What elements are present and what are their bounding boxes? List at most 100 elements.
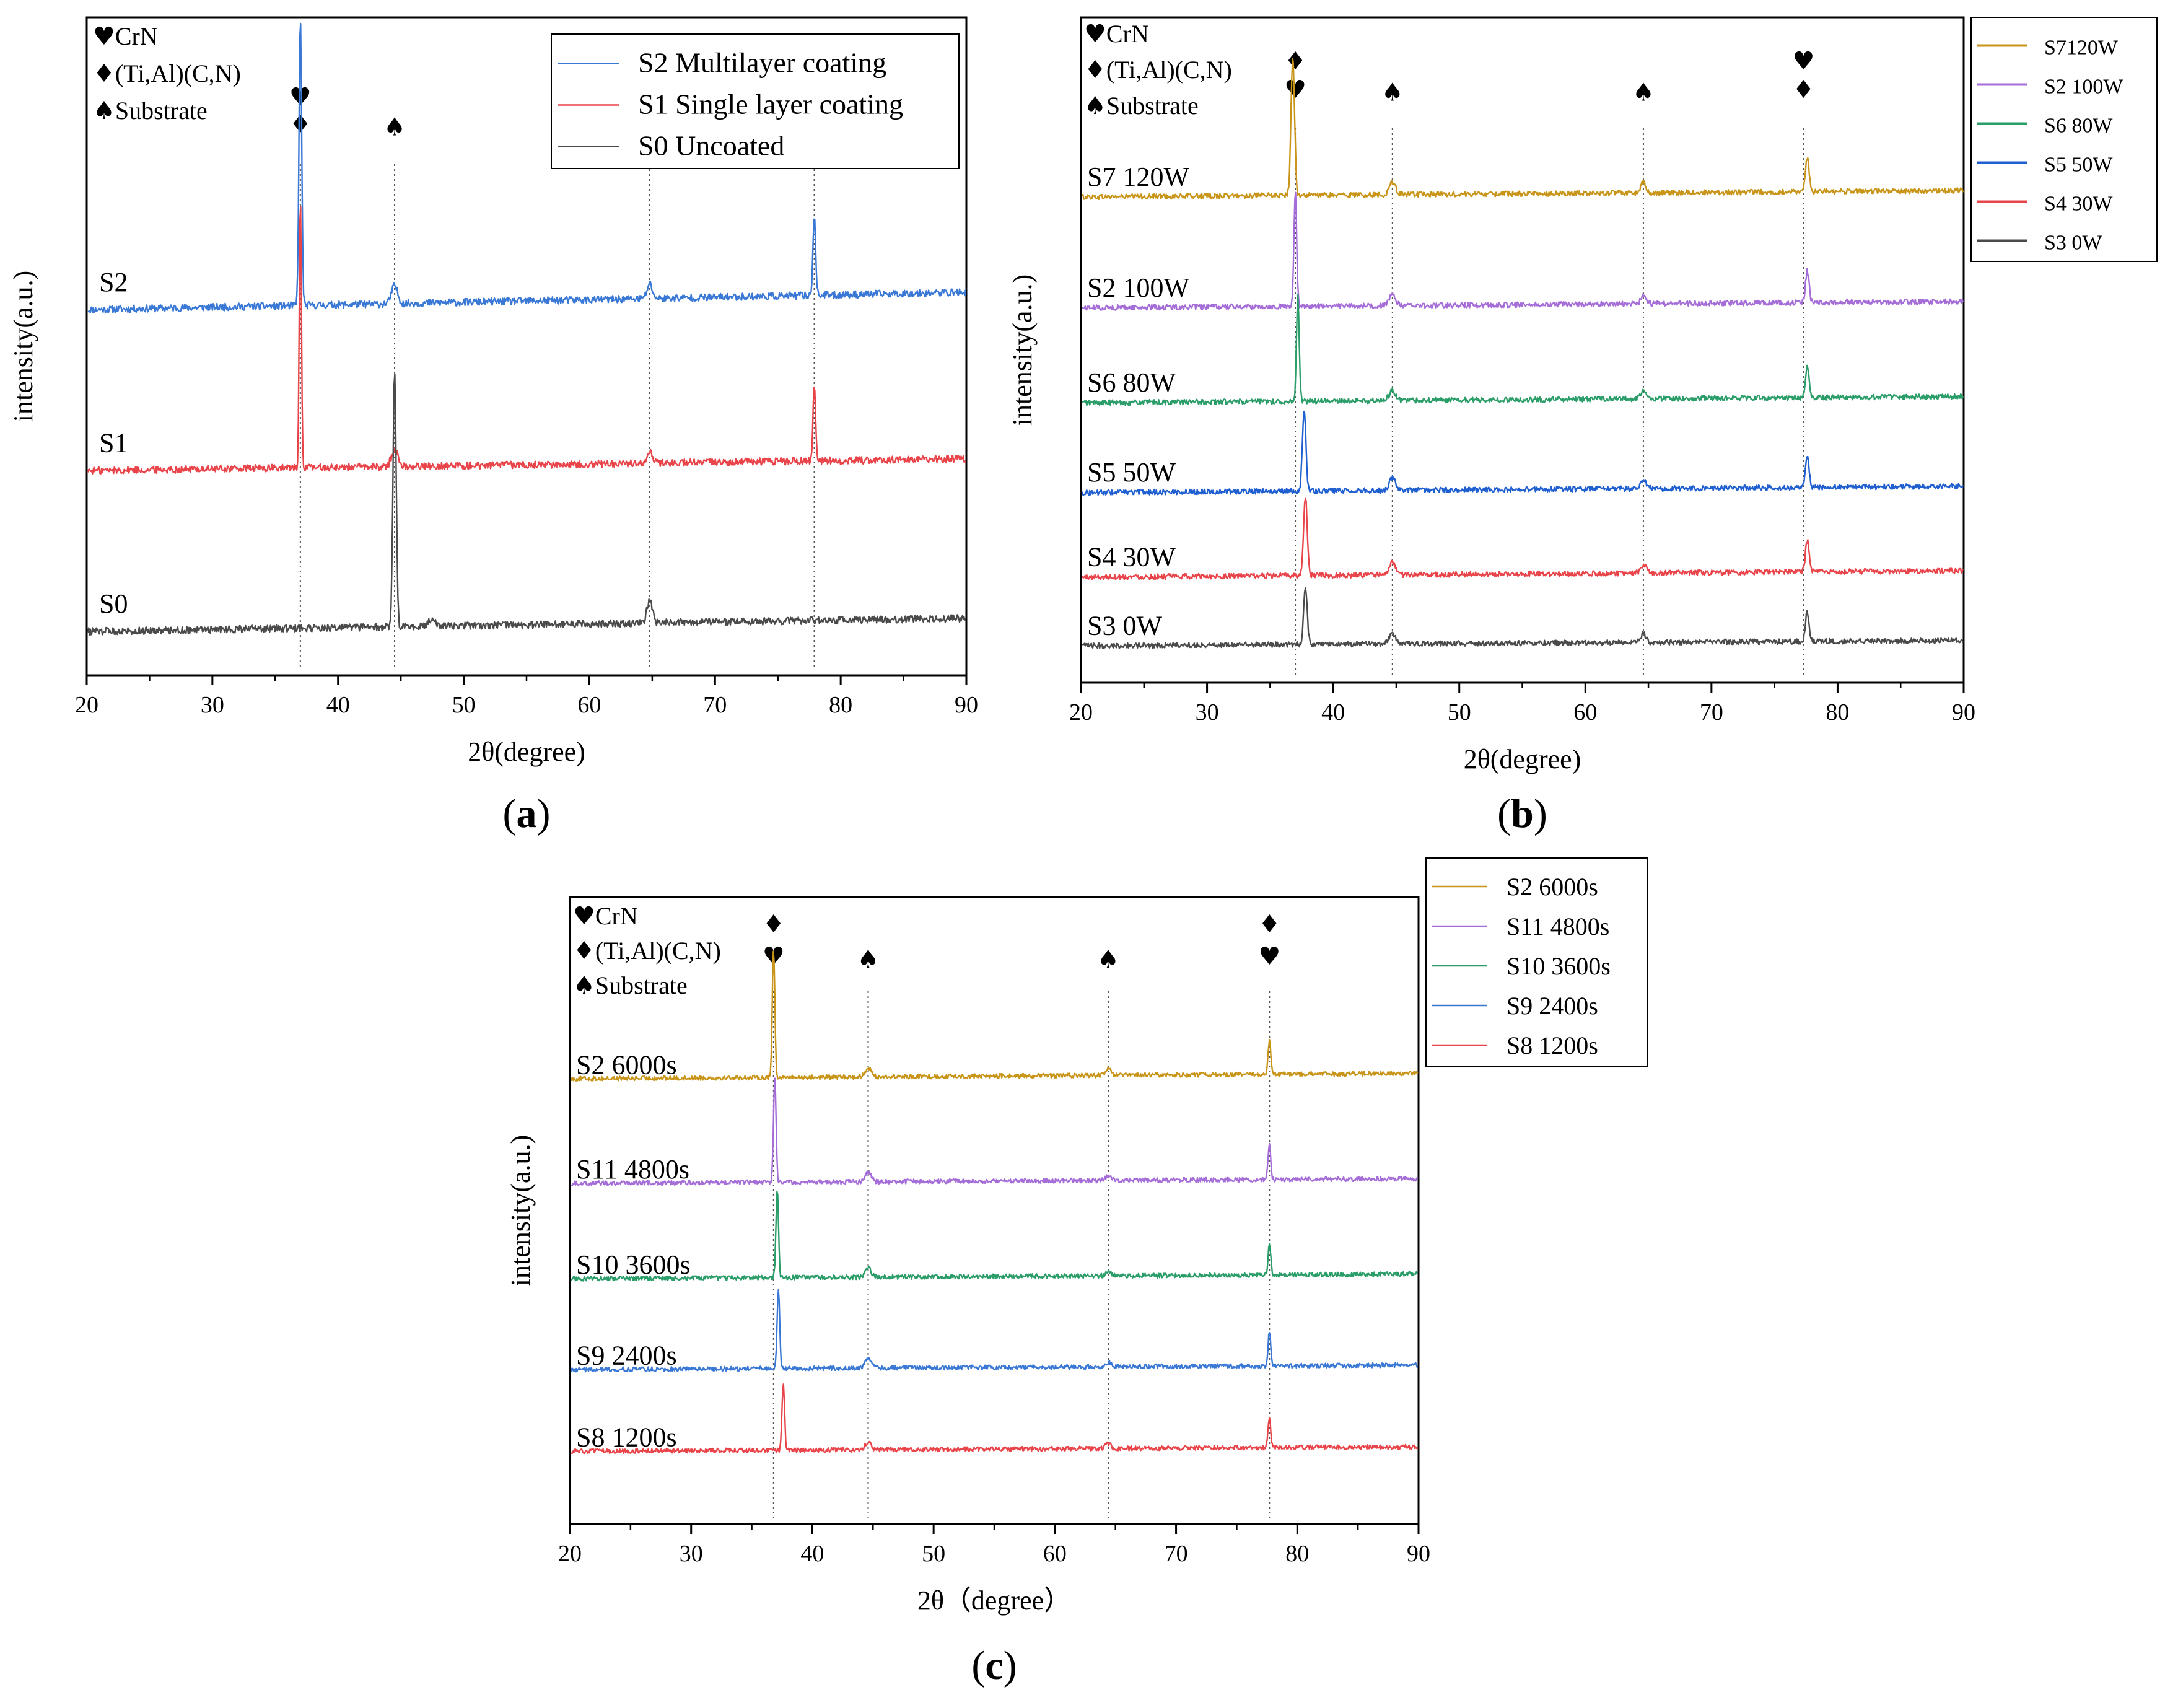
series-line-s1 (87, 206, 966, 475)
key-text: (Ti,Al)(C,N) (115, 59, 241, 87)
x-tick-label: 30 (201, 692, 224, 718)
series-line-s2 (87, 22, 966, 314)
x-tick-label: 50 (1448, 699, 1471, 725)
x-tick-label: 80 (829, 692, 852, 718)
x-axis-title: 2θ（degree） (917, 1585, 1071, 1616)
key-text: CrN (115, 22, 158, 50)
key-text: Substrate (1106, 92, 1199, 120)
x-tick-label: 90 (955, 692, 978, 718)
panel-letter: b (1511, 791, 1534, 836)
series-label: S7 120W (1087, 162, 1189, 192)
series-label: S2 100W (1087, 273, 1189, 303)
series-line-s10 (570, 1191, 1419, 1282)
plot-frame (569, 896, 1420, 1525)
x-tick-label: 80 (1285, 1541, 1309, 1567)
key-symbol: ♥ (573, 902, 595, 931)
peak-marker-symbol: ♦ (763, 910, 785, 939)
x-tick-label: 90 (1952, 699, 1975, 725)
series-line-s4 (1081, 497, 1964, 580)
legend-label: S0 Uncoated (638, 130, 784, 162)
panel-letter: c (985, 1643, 1003, 1688)
legend-label: S5 50W (2044, 154, 2113, 177)
x-tick-label: 60 (577, 692, 601, 718)
peak-marker-symbol: ♥ (1284, 76, 1306, 104)
peak-marker-symbol: ♠ (1632, 79, 1655, 107)
x-tick-label: 40 (1321, 699, 1345, 725)
key-symbol: ♥ (93, 22, 115, 51)
x-axis-title: 2θ(degree) (468, 737, 585, 767)
x-tick-label: 20 (1069, 699, 1093, 725)
key-item: ♦(Ti,Al)(C,N) (1084, 56, 1232, 84)
x-tick-label: 60 (1043, 1541, 1067, 1567)
panel-label: (a) (503, 791, 551, 836)
legend-box (1425, 857, 1648, 1067)
legend-label: S11 4800s (1507, 913, 1609, 940)
series-line-s3 (1082, 587, 1964, 649)
legend-label: S9 2400s (1507, 992, 1598, 1020)
plot-frame (1080, 16, 1965, 684)
panel-c: 20 30 40 50 60 70 80 90 2θ（degree） intensity(a.u.… (505, 857, 1648, 1688)
series-label: S10 3600s (576, 1250, 691, 1280)
peak-marker-symbol: ♠ (383, 113, 406, 141)
peak-marker-symbol: ♠ (857, 945, 880, 974)
peak-marker-symbol: ♥ (1793, 47, 1815, 76)
panel-label: (c) (971, 1643, 1017, 1688)
key-symbol: ♦ (1084, 56, 1106, 84)
peak-marker-symbol: ♠ (1097, 945, 1119, 974)
x-tick-label: 30 (1196, 699, 1219, 725)
key-symbol: ♠ (93, 97, 115, 125)
key-item: ♥CrN (93, 22, 158, 51)
legend: S2 6000s S11 4800s S10 3600s S9 2400s S8 120… (1425, 857, 1648, 1067)
series-label: S8 1200s (576, 1422, 677, 1453)
x-tick-label: 70 (1165, 1541, 1188, 1567)
x-tick-label: 50 (452, 692, 476, 718)
peak-marker-symbol: ♦ (289, 110, 312, 139)
key-text: (Ti,Al)(C,N) (1106, 56, 1232, 84)
y-axis-title: intensity(a.u.) (1007, 274, 1038, 426)
series-label: S0 (99, 589, 128, 619)
legend: S7120W S2 100W S6 80W S5 50W S4 30W S3 0W (1970, 17, 2158, 262)
key-item: ♥CrN (573, 902, 638, 931)
peak-marker-symbol: ♦ (1258, 910, 1280, 939)
panel-a: 20 30 40 50 60 70 80 90 2θ(degree) intensity(a.u.… (8, 16, 978, 836)
legend-label: S3 0W (2044, 232, 2102, 255)
x-tick-label: 40 (800, 1541, 824, 1567)
series-label: S2 (99, 267, 128, 297)
legend-label: S10 3600s (1507, 952, 1611, 980)
y-axis-title: intensity(a.u.) (8, 271, 38, 422)
x-axis-title: 2θ(degree) (1464, 744, 1581, 774)
series-label: S4 30W (1087, 542, 1176, 572)
series-line-s0 (87, 373, 966, 636)
x-tick-label: 70 (1700, 699, 1723, 725)
legend-label: S8 1200s (1507, 1031, 1598, 1059)
legend-label: S2 100W (2044, 76, 2123, 99)
x-tick-label: 30 (680, 1541, 703, 1567)
series-label: S2 6000s (576, 1049, 677, 1080)
key-symbol: ♠ (1084, 92, 1106, 120)
x-tick-label: 20 (75, 692, 98, 718)
series-line-s7 (1081, 58, 1964, 200)
legend-box (1970, 17, 2158, 262)
peak-marker-symbol: ♥ (289, 83, 312, 112)
peak-marker-symbol: ♠ (1381, 79, 1404, 107)
series-label: S9 2400s (576, 1341, 677, 1371)
legend-label: S1 Single layer coating (638, 89, 903, 120)
key-text: Substrate (595, 971, 688, 999)
legend: S2 Multilayer coating S1 Single layer coa… (551, 33, 960, 169)
y-axis-title: intensity(a.u.) (505, 1135, 536, 1286)
series-label: S1 (99, 428, 128, 458)
key-item: ♦(Ti,Al)(C,N) (573, 937, 721, 965)
series-line-s9 (570, 1289, 1418, 1373)
panel-b: 20 30 40 50 60 70 80 90 2θ(degree) intensity(a.u.… (1007, 16, 2158, 836)
series-line-s5 (1081, 411, 1964, 496)
key-item: ♠Substrate (1084, 92, 1199, 120)
key-symbol: ♦ (93, 59, 115, 88)
x-tick-label: 60 (1573, 699, 1597, 725)
key-item: ♠Substrate (93, 97, 208, 125)
panel-label: (b) (1497, 791, 1547, 836)
key-symbol: ♥ (1084, 20, 1106, 48)
x-tick-label: 70 (703, 692, 727, 718)
series-label: S3 0W (1087, 610, 1162, 641)
legend-label: S4 30W (2044, 193, 2113, 216)
